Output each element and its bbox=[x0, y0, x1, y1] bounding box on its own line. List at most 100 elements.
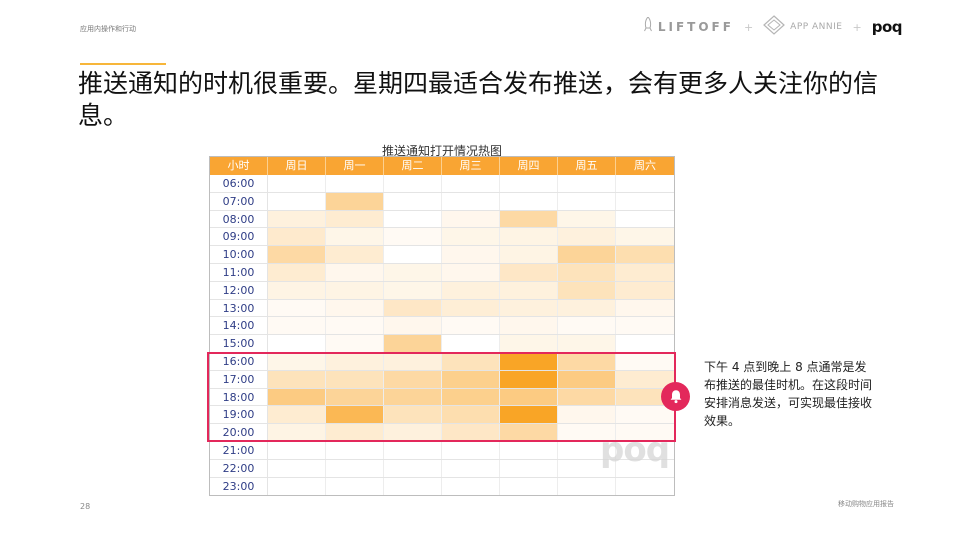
heatmap-cell bbox=[500, 406, 558, 424]
heatmap-row: 19:00 bbox=[210, 406, 674, 425]
heatmap-cell bbox=[326, 459, 384, 477]
heatmap-column-label: 周四 bbox=[500, 157, 558, 175]
heatmap-row: 23:00 bbox=[210, 477, 674, 496]
heatmap-cell bbox=[500, 228, 558, 246]
heatmap-cell bbox=[384, 352, 442, 370]
heatmap-cell bbox=[558, 352, 616, 370]
plus-separator-2: + bbox=[852, 20, 862, 34]
page-title: 推送通知的时机很重要。星期四最适合发布推送，会有更多人关注你的信息。 bbox=[78, 69, 879, 130]
heatmap-cell bbox=[326, 352, 384, 370]
heatmap-cell bbox=[442, 263, 500, 281]
heatmap-cell bbox=[326, 424, 384, 441]
heatmap-cell bbox=[558, 281, 616, 299]
heatmap-cell bbox=[558, 424, 616, 441]
heatmap-hour-label: 12:00 bbox=[210, 281, 268, 299]
heatmap-cell bbox=[500, 441, 558, 459]
heatmap-row: 11:00 bbox=[210, 263, 674, 282]
heatmap-cell bbox=[558, 335, 616, 352]
heatmap-cell bbox=[268, 459, 326, 477]
heatmap-cell bbox=[616, 299, 674, 317]
heatmap-cell bbox=[268, 406, 326, 424]
heatmap-cell bbox=[500, 175, 558, 192]
heatmap-cell bbox=[442, 175, 500, 192]
heatmap-cell bbox=[558, 459, 616, 477]
heatmap-hour-label: 17:00 bbox=[210, 370, 268, 388]
heatmap-cell bbox=[268, 424, 326, 441]
heatmap-cell bbox=[616, 477, 674, 496]
heatmap-hour-label: 19:00 bbox=[210, 406, 268, 424]
heatmap-hour-label: 11:00 bbox=[210, 263, 268, 281]
heatmap-table: 小时 周日 周一 周二 周三 周四 周五 周六 06:00 07:00 08:00 09:00 10… bbox=[209, 156, 675, 497]
heatmap-cell bbox=[616, 228, 674, 246]
heatmap-cell bbox=[558, 263, 616, 281]
appannie-wordmark: APP ANNIE bbox=[790, 22, 843, 32]
heatmap-cell bbox=[442, 335, 500, 352]
heatmap-cell bbox=[558, 406, 616, 424]
heatmap-cell bbox=[384, 299, 442, 317]
heatmap-cell bbox=[616, 317, 674, 335]
heatmap-cell bbox=[616, 281, 674, 299]
heatmap-cell bbox=[384, 281, 442, 299]
heatmap-cell bbox=[384, 459, 442, 477]
heatmap-header-row: 小时 周日 周一 周二 周三 周四 周五 周六 bbox=[210, 157, 674, 175]
heatmap-cell bbox=[442, 459, 500, 477]
heatmap-cell bbox=[616, 352, 674, 370]
heatmap-cell bbox=[442, 317, 500, 335]
heatmap-cell bbox=[500, 370, 558, 388]
heatmap-cell bbox=[268, 299, 326, 317]
heatmap-cell bbox=[326, 477, 384, 496]
heatmap-cell bbox=[616, 406, 674, 424]
heatmap-cell bbox=[558, 477, 616, 496]
heatmap-cell bbox=[384, 228, 442, 246]
heatmap-cell bbox=[384, 335, 442, 352]
liftoff-logo: LIFTOFF bbox=[643, 16, 734, 37]
heatmap-cell bbox=[442, 246, 500, 263]
heatmap-cell bbox=[268, 335, 326, 352]
heatmap-cell bbox=[500, 459, 558, 477]
heatmap-hour-label: 21:00 bbox=[210, 441, 268, 459]
heatmap-row: 12:00 bbox=[210, 281, 674, 300]
heatmap-cell bbox=[326, 210, 384, 228]
heatmap-cell bbox=[442, 424, 500, 441]
heatmap-hour-label: 23:00 bbox=[210, 477, 268, 496]
heatmap-cell bbox=[442, 192, 500, 210]
accent-line bbox=[80, 63, 166, 65]
heatmap-cell bbox=[268, 352, 326, 370]
heatmap-cell bbox=[268, 210, 326, 228]
heatmap-hour-label: 16:00 bbox=[210, 352, 268, 370]
partner-logos: LIFTOFF + APP ANNIE + poq bbox=[643, 15, 903, 39]
diamond-icon bbox=[763, 15, 786, 39]
heatmap-cell bbox=[558, 317, 616, 335]
heatmap-cell bbox=[442, 352, 500, 370]
heatmap-cell bbox=[384, 388, 442, 406]
heatmap-cell bbox=[268, 175, 326, 192]
heatmap-cell bbox=[500, 299, 558, 317]
heatmap-cell bbox=[326, 263, 384, 281]
heatmap-column-label: 周日 bbox=[268, 157, 326, 175]
heatmap-cell bbox=[616, 424, 674, 441]
heatmap-hour-label: 08:00 bbox=[210, 210, 268, 228]
heatmap-cell bbox=[442, 210, 500, 228]
heatmap-cell bbox=[616, 459, 674, 477]
rocket-icon bbox=[643, 16, 653, 37]
appannie-logo: APP ANNIE bbox=[763, 15, 842, 39]
heatmap-cell bbox=[268, 388, 326, 406]
heatmap-column-label: 周六 bbox=[634, 159, 656, 172]
heatmap-cell bbox=[558, 441, 616, 459]
heatmap-hour-label: 13:00 bbox=[210, 299, 268, 317]
heatmap-cell bbox=[384, 370, 442, 388]
heatmap-row: 14:00 bbox=[210, 317, 674, 336]
heatmap-row: 17:00 bbox=[210, 370, 674, 389]
heatmap-cell bbox=[384, 246, 442, 263]
heatmap-cell bbox=[442, 406, 500, 424]
heatmap-cell bbox=[326, 388, 384, 406]
heatmap-cell bbox=[616, 246, 674, 263]
heatmap-cell bbox=[616, 370, 674, 388]
heatmap-cell bbox=[500, 352, 558, 370]
heatmap-row: 08:00 bbox=[210, 210, 674, 229]
heatmap-cell bbox=[326, 175, 384, 192]
heatmap-cell bbox=[616, 335, 674, 352]
heatmap-cell bbox=[442, 228, 500, 246]
heatmap-cell bbox=[616, 441, 674, 459]
footer-label: 移动购物应用报告 bbox=[838, 500, 894, 508]
